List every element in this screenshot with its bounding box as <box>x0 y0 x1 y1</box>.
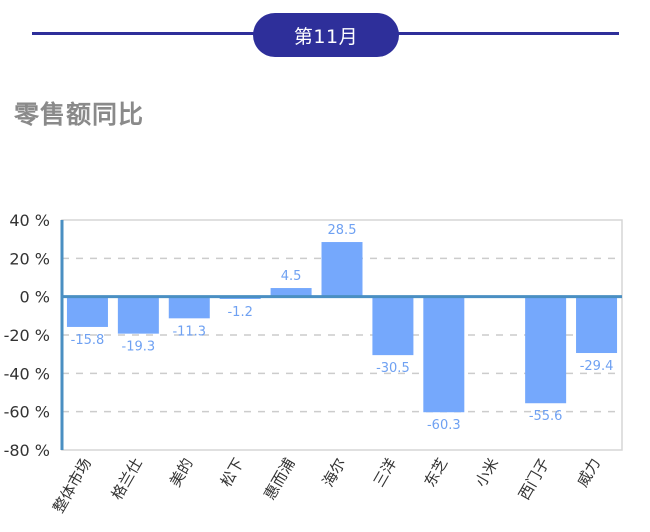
month-label: 第11月 <box>293 25 359 48</box>
y-tick-label: 0 % <box>20 288 50 307</box>
value-label: -55.6 <box>529 409 563 424</box>
x-category-label: 三洋 <box>370 455 401 490</box>
x-category-label: 小米 <box>472 455 503 490</box>
bar <box>117 296 159 334</box>
bar <box>576 296 618 354</box>
value-label: -30.5 <box>376 361 410 376</box>
bar <box>270 288 312 297</box>
x-category-label: 西门子 <box>515 455 553 503</box>
x-category-label: 整体市场 <box>49 455 95 516</box>
x-category-label: 威力 <box>573 455 604 490</box>
value-label: -15.8 <box>71 333 105 348</box>
value-label: 28.5 <box>328 223 357 238</box>
value-label: -1.2 <box>227 305 252 320</box>
bar <box>66 296 108 327</box>
x-category-label: 格兰仕 <box>108 455 146 503</box>
y-tick-label: -40 % <box>4 364 50 383</box>
y-tick-label: -20 % <box>4 326 50 345</box>
value-label: -19.3 <box>122 340 156 355</box>
bar <box>525 296 567 404</box>
value-label: -11.3 <box>172 324 206 339</box>
x-category-label: 东芝 <box>421 455 452 490</box>
value-label: 4.5 <box>281 269 302 284</box>
section-title: 零售额同比 <box>14 100 145 129</box>
y-tick-label: -60 % <box>4 403 50 422</box>
x-category-label: 海尔 <box>319 455 350 490</box>
value-label: -60.3 <box>427 418 461 433</box>
y-tick-label: 20 % <box>9 249 50 268</box>
x-category-label: 惠而浦 <box>260 455 298 503</box>
y-tick-label: -80 % <box>4 441 50 460</box>
bar <box>321 242 363 297</box>
bar <box>423 296 465 413</box>
y-tick-label: 40 % <box>9 211 50 230</box>
x-category-label: 美的 <box>166 455 197 490</box>
bar <box>372 296 414 356</box>
x-category-label: 松下 <box>217 455 248 490</box>
month-badge[interactable]: 第11月 <box>253 13 399 57</box>
value-label: -29.4 <box>580 359 614 374</box>
bar <box>168 296 210 319</box>
